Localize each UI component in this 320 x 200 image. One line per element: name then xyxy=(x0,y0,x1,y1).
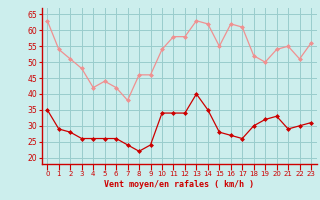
X-axis label: Vent moyen/en rafales ( km/h ): Vent moyen/en rafales ( km/h ) xyxy=(104,180,254,189)
